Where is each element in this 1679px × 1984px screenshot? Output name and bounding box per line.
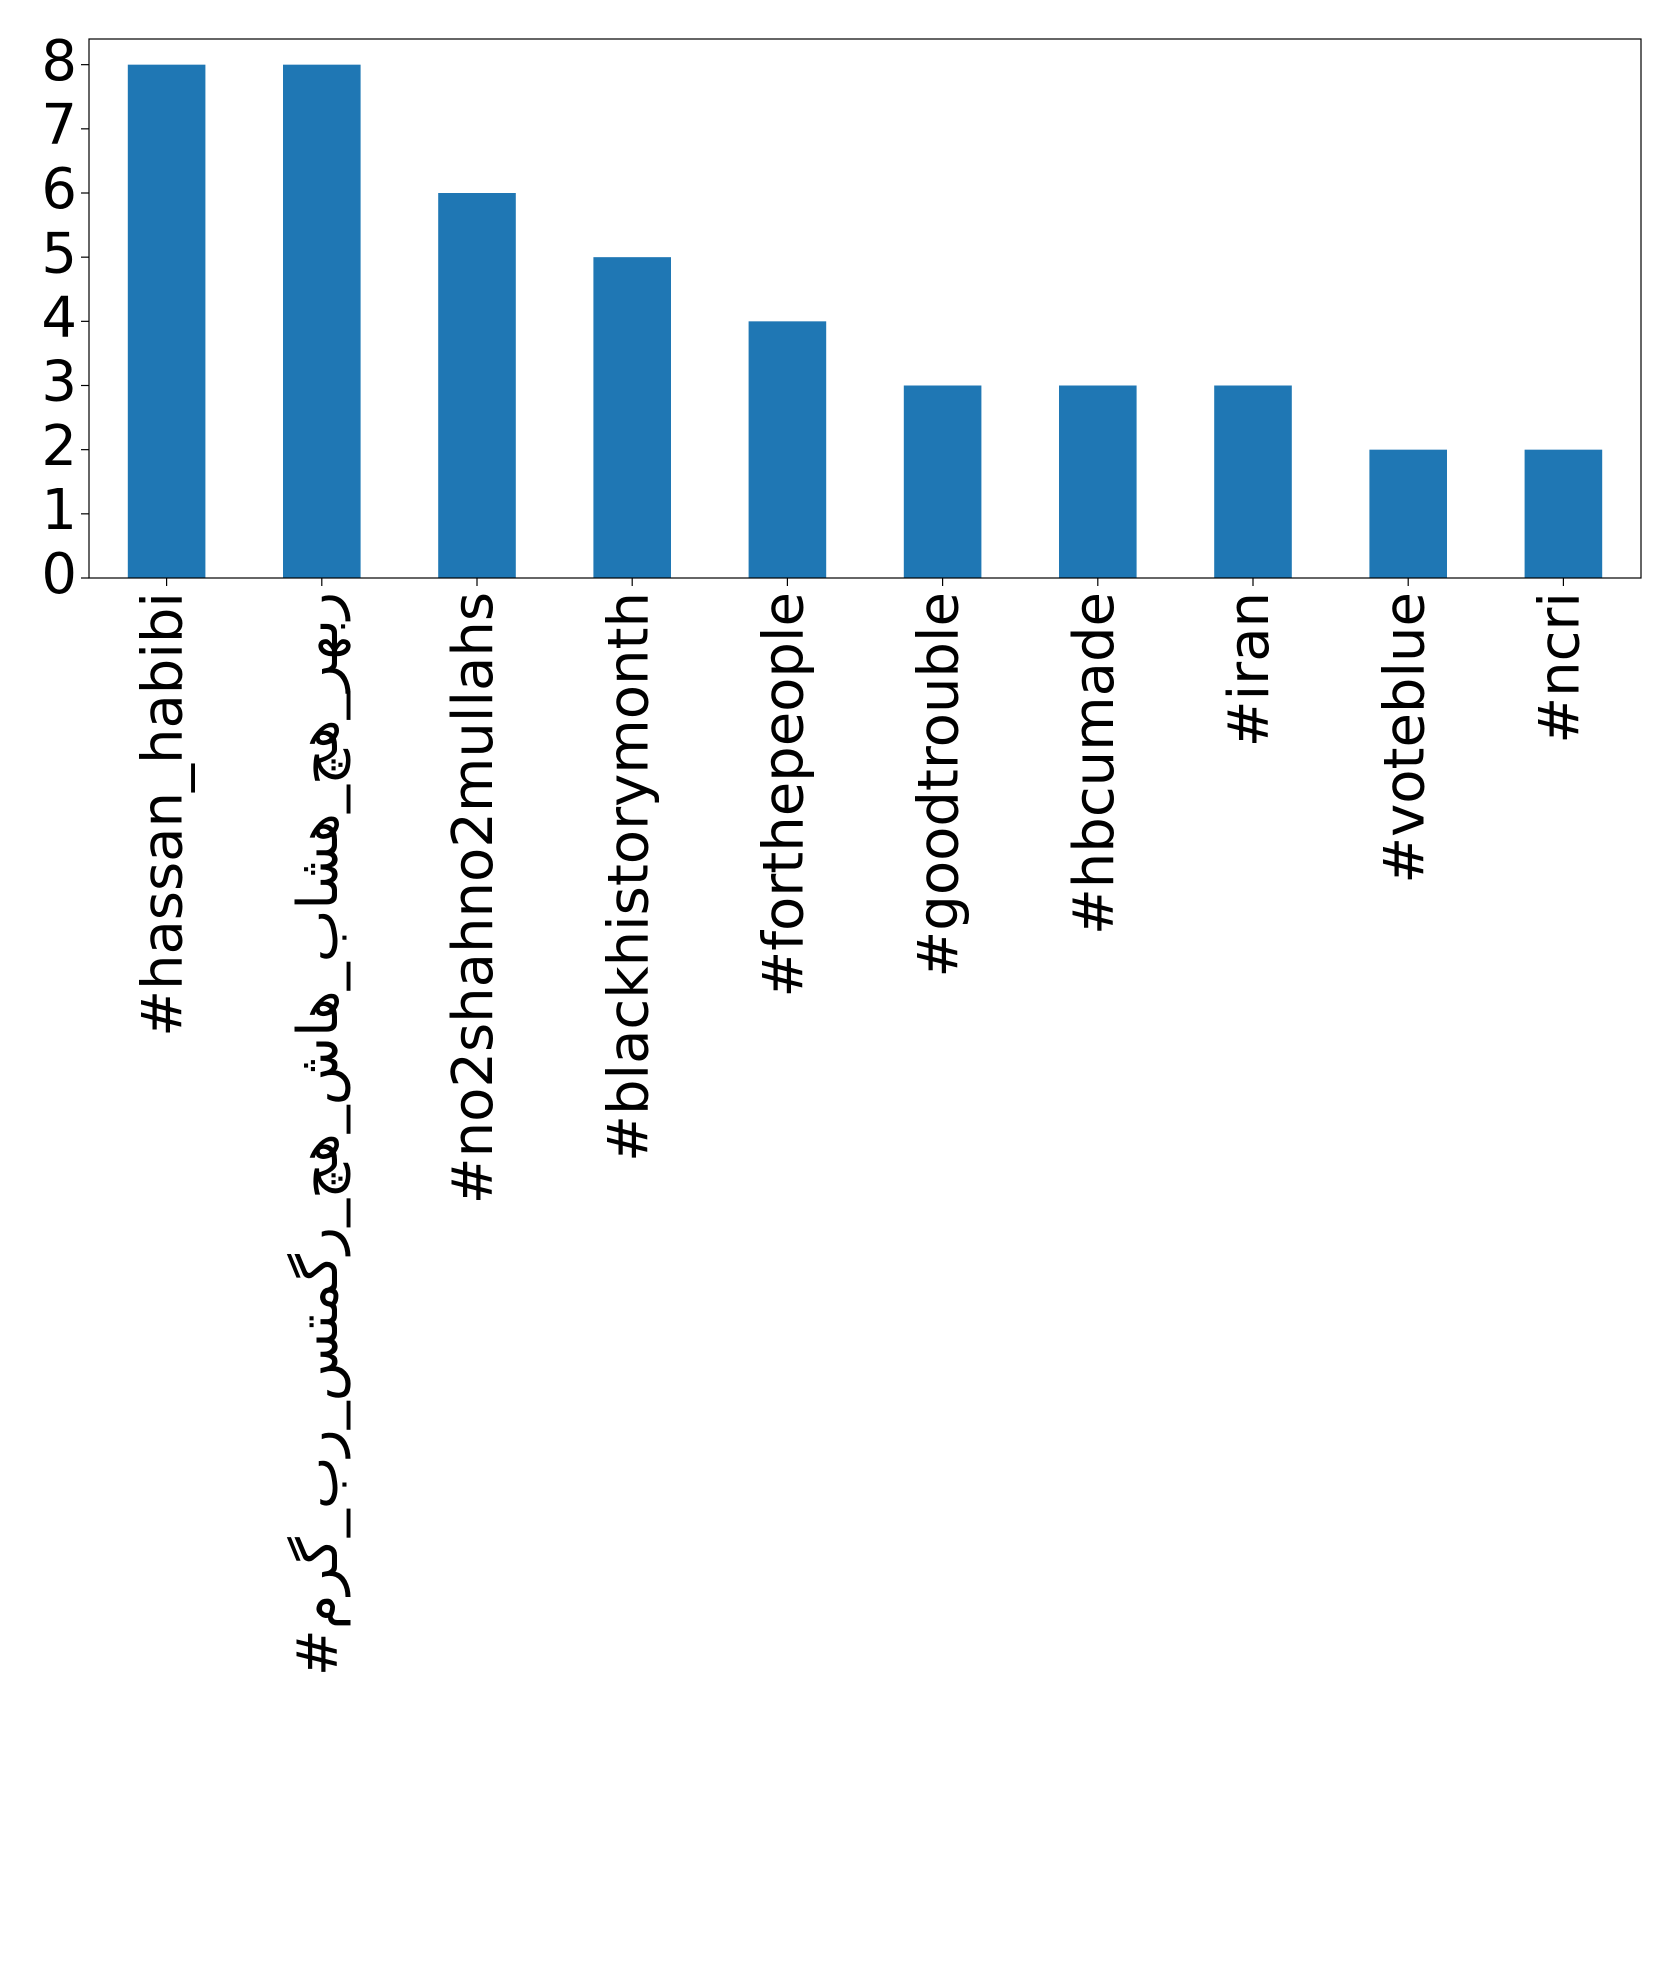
x-tick-label: #ncri <box>1528 592 1593 744</box>
y-tick-label: 6 <box>41 157 77 222</box>
x-tick-label: #forthepeople <box>752 592 817 998</box>
y-tick-label: 2 <box>41 414 77 479</box>
y-tick-label: 3 <box>41 350 77 415</box>
x-tick-label: #iran <box>1217 592 1282 747</box>
bar <box>127 64 206 578</box>
bar <box>1214 385 1292 578</box>
y-tick-label: 5 <box>41 221 77 286</box>
x-tick-label: #blackhistorymonth <box>596 592 661 1162</box>
bar <box>283 64 361 578</box>
bar <box>748 321 827 578</box>
bar <box>1369 449 1447 578</box>
x-tick-label: #no2shahno2mullahs <box>441 592 506 1204</box>
y-tick-label: 0 <box>41 542 77 607</box>
y-tick-label: 4 <box>41 285 77 350</box>
y-tick-label: 1 <box>41 478 77 543</box>
x-tick-label: #voteblue <box>1372 592 1437 884</box>
bar <box>438 193 516 578</box>
x-tick-label: #goodtrouble <box>907 592 972 978</box>
bar <box>1059 385 1137 578</box>
x-tick-label: #hassan_habibi <box>131 592 196 1037</box>
x-tick-label: #hbcumade <box>1062 592 1127 935</box>
bar <box>1524 449 1603 578</box>
bar <box>593 257 671 578</box>
plot-frame <box>88 38 1642 579</box>
bar <box>903 385 982 578</box>
y-tick-label: 8 <box>41 29 77 94</box>
x-tick-label: #مرگ_بر_ستمگر_چه_شاه_باشه_چه_رهبر <box>286 592 351 1676</box>
y-tick-label: 7 <box>41 93 77 158</box>
